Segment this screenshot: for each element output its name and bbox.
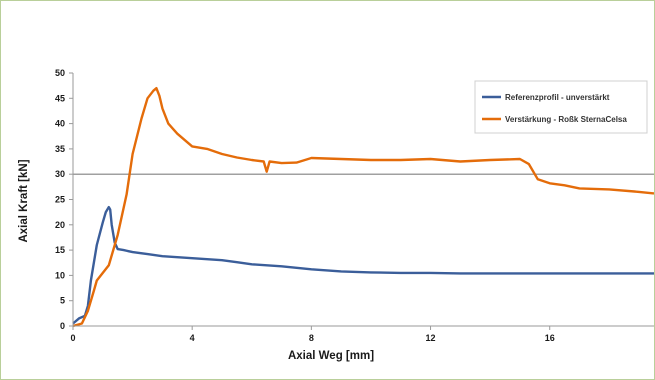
legend-box (474, 80, 648, 134)
y-tick-label: 40 (55, 119, 65, 129)
y-tick-label: 15 (55, 245, 65, 255)
y-axis-title: Axial Kraft [kN] (18, 159, 30, 242)
y-tick-label: 50 (55, 68, 65, 78)
series-layer (72, 86, 654, 328)
x-axis-ticks: 0 4 8 12 16 (70, 326, 555, 343)
legend-label-series-2: Verstärkung - Roßk SternaCelsa (505, 115, 627, 124)
x-axis-title: Axial Weg [mm] (288, 350, 374, 362)
y-tick-label: 35 (55, 144, 65, 154)
legend-label-series-1: Referenzprofil - unverstärkt (505, 93, 610, 102)
x-tick-label: 4 (190, 333, 195, 343)
y-tick-label: 0 (60, 321, 65, 331)
series-line-1 (72, 205, 654, 325)
series-line-2 (72, 86, 654, 328)
x-tick-label: 16 (545, 333, 555, 343)
legend: Referenzprofil - unverstärkt Verstärkung… (474, 80, 648, 134)
x-tick-label: 12 (426, 333, 436, 343)
y-tick-label: 30 (55, 169, 65, 179)
y-tick-label: 10 (55, 270, 65, 280)
y-axis-ticks: 0 5 10 15 20 25 30 35 40 45 50 (55, 68, 73, 331)
y-tick-label: 5 (60, 296, 65, 306)
x-tick-label: 0 (70, 333, 75, 343)
y-tick-label: 45 (55, 93, 65, 103)
y-tick-label: 20 (55, 220, 65, 230)
y-tick-label: 25 (55, 195, 65, 205)
x-tick-label: 8 (309, 333, 314, 343)
